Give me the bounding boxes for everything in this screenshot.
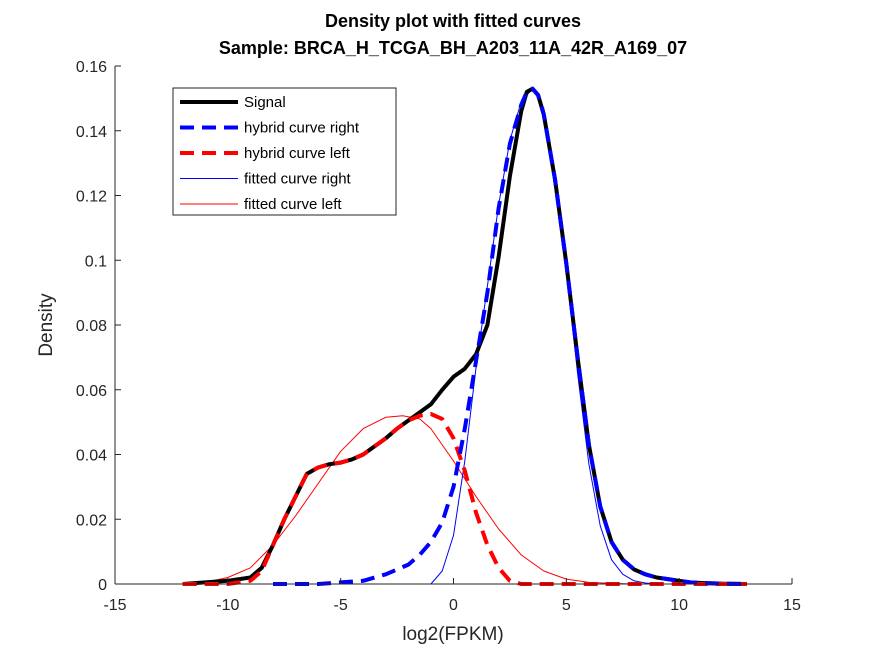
legend-label: hybrid curve right — [244, 120, 360, 137]
x-tick-label: 0 — [449, 597, 458, 614]
y-tick-label: 0.08 — [76, 318, 107, 335]
y-axis-label: Density — [36, 293, 57, 357]
y-tick-label: 0.04 — [76, 448, 107, 465]
y-ticks: 0 0.02 0.04 0.06 0.08 0.1 0.12 0.14 0.16 — [76, 59, 121, 594]
y-tick-label: 0.16 — [76, 59, 107, 76]
x-tick-label: 5 — [562, 597, 571, 614]
legend-label: hybrid curve left — [244, 145, 351, 162]
x-tick-label: 10 — [670, 597, 688, 614]
y-tick-label: 0.12 — [76, 189, 107, 206]
y-tick-label: 0.1 — [85, 253, 107, 270]
x-axis-label: log2(FPKM) — [402, 624, 503, 645]
legend-label: fitted curve left — [244, 196, 342, 213]
chart-title: Density plot with fitted curves — [325, 11, 581, 31]
x-tick-label: -5 — [334, 597, 348, 614]
y-tick-label: 0 — [98, 577, 107, 594]
chart-subtitle: Sample: BRCA_H_TCGA_BH_A203_11A_42R_A169… — [219, 38, 687, 58]
x-tick-label: -15 — [103, 597, 126, 614]
y-tick-label: 0.02 — [76, 512, 107, 529]
y-tick-label: 0.06 — [76, 383, 107, 400]
series-line-hybrid-curve-right — [273, 86, 747, 586]
legend-label: Signal — [244, 94, 286, 111]
legend: Signal hybrid curve right hybrid curve lef… — [172, 87, 397, 216]
x-tick-label: 15 — [783, 597, 801, 614]
legend-label: fitted curve right — [244, 171, 352, 188]
y-tick-label: 0.14 — [76, 124, 107, 141]
x-ticks: -15 -10 -5 0 5 10 15 — [103, 578, 801, 614]
x-tick-label: -10 — [216, 597, 239, 614]
